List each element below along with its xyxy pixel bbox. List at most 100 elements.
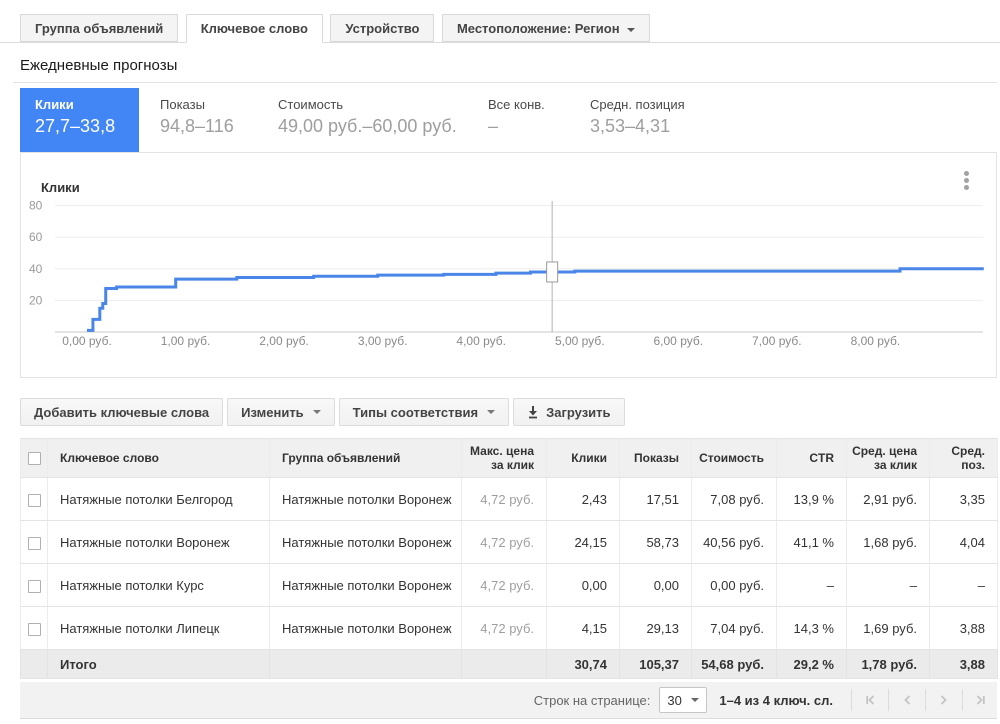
tab-keyword[interactable]: Ключевое слово (185, 14, 323, 43)
metric-clicks[interactable]: Клики 27,7–33,8 (20, 88, 139, 152)
row-checkbox[interactable] (27, 579, 41, 593)
metric-cost[interactable]: Стоимость 49,00 руб.–60,00 руб. (278, 88, 488, 152)
rows-per-page-select[interactable]: 30 (659, 687, 708, 713)
last-page-button[interactable] (971, 691, 991, 709)
rows-per-page-value: 30 (667, 692, 682, 708)
avg-cpc-cell: 2,91 руб. (846, 477, 930, 521)
pager-divider (888, 689, 889, 711)
metric-conversions[interactable]: Все конв. – (488, 88, 590, 152)
previous-page-button[interactable] (897, 691, 917, 709)
cost-cell: 0,00 руб. (691, 563, 777, 607)
avg-pos-cell: 3,35 (929, 477, 998, 521)
metric-clicks-label: Клики (35, 97, 74, 112)
metric-cost-value: 49,00 руб.–60,00 руб. (278, 116, 457, 136)
svg-text:8,00 руб.: 8,00 руб. (851, 334, 901, 348)
clicks-forecast-chart: 20 40 60 80 0,00 руб. 1,00 руб. 2,00 руб. 3,00 … (20, 152, 997, 378)
avg-cpc-cell: 1,68 руб. (846, 520, 930, 564)
total-ctr: 29,2 % (776, 649, 847, 679)
col-cost[interactable]: Стоимость (691, 438, 777, 478)
chevron-down-icon (626, 27, 635, 32)
add-keywords-button[interactable]: Добавить ключевые слова (20, 398, 224, 426)
total-clicks: 30,74 (546, 649, 620, 679)
total-label: Итого (47, 649, 270, 679)
table-total-row: Итого 30,74 105,37 54,68 руб. 29,2 % 1,7… (20, 649, 998, 679)
match-types-label: Типы соответствия (352, 404, 479, 420)
col-avg-cpc[interactable]: Сред. цена за клик (846, 438, 930, 478)
avg-cpc-cell: – (846, 563, 930, 607)
table-row: Натяжные потолки Белгород Натяжные потол… (20, 477, 998, 521)
keyword-cell: Натяжные потолки Белгород (47, 477, 270, 521)
ad-group-cell: Натяжные потолки Воронеж (269, 477, 462, 521)
col-max-cpc[interactable]: Макс. цена за клик (461, 438, 547, 478)
svg-text:20: 20 (29, 293, 43, 307)
col-ctr[interactable]: CTR (776, 438, 847, 478)
svg-text:6,00 руб.: 6,00 руб. (654, 334, 704, 348)
avg-pos-cell: – (929, 563, 998, 607)
svg-text:5,00 руб.: 5,00 руб. (555, 334, 605, 348)
metric-impressions[interactable]: Показы 94,8–116 (139, 88, 278, 152)
next-page-icon (940, 695, 947, 705)
next-page-button[interactable] (934, 691, 954, 709)
cost-cell: 7,08 руб. (691, 477, 777, 521)
max-cpc-cell[interactable]: 4,72 руб. (461, 606, 547, 650)
ad-group-cell: Натяжные потолки Воронеж (269, 606, 462, 650)
svg-text:7,00 руб.: 7,00 руб. (752, 334, 802, 348)
download-label: Загрузить (546, 404, 611, 420)
metric-avg-position-label: Средн. позиция (590, 97, 685, 112)
table-footer: Строк на странице: 30 1–4 из 4 ключ. сл. (20, 682, 997, 719)
bid-slider-handle[interactable] (546, 261, 559, 283)
metric-avg-position-value: 3,53–4,31 (590, 116, 671, 136)
max-cpc-cell[interactable]: 4,72 руб. (461, 477, 547, 521)
svg-text:40: 40 (29, 262, 43, 276)
pager-divider (925, 689, 926, 711)
row-checkbox[interactable] (27, 536, 41, 550)
clicks-step-line (87, 267, 984, 332)
tab-ad-group[interactable]: Группа объявлений (20, 14, 179, 42)
keyword-cell: Натяжные потолки Липецк (47, 606, 270, 650)
max-cpc-cell[interactable]: 4,72 руб. (461, 520, 547, 564)
pagination-range-text: 1–4 из 4 ключ. сл. (719, 692, 833, 708)
col-impressions[interactable]: Показы (619, 438, 692, 478)
tab-location[interactable]: Местоположение: Регион (441, 14, 650, 42)
impressions-cell: 29,13 (619, 606, 692, 650)
svg-text:0,00 руб.: 0,00 руб. (62, 334, 112, 348)
col-keyword[interactable]: Ключевое слово (47, 438, 270, 478)
chevron-down-icon (487, 410, 496, 414)
ad-group-cell: Натяжные потолки Воронеж (269, 520, 462, 564)
row-checkbox[interactable] (27, 622, 41, 636)
chart-title: Клики (41, 180, 80, 195)
forecast-metrics-panel: Клики 27,7–33,8 Показы 94,8–116 Стоимост… (13, 82, 997, 152)
edit-label: Изменить (241, 404, 304, 420)
edit-button[interactable]: Изменить (227, 398, 335, 426)
first-page-button[interactable] (860, 691, 880, 709)
cost-cell: 40,56 руб. (691, 520, 777, 564)
svg-text:3,00 руб.: 3,00 руб. (358, 334, 408, 348)
col-avg-pos[interactable]: Сред. поз. (929, 438, 998, 478)
clicks-cell: 24,15 (546, 520, 620, 564)
tab-device[interactable]: Устройство (330, 14, 435, 42)
download-button[interactable]: Загрузить (513, 398, 625, 426)
cost-cell: 7,04 руб. (691, 606, 777, 650)
metric-conversions-value: – (488, 116, 499, 136)
svg-text:60: 60 (29, 230, 43, 244)
metric-conversions-label: Все конв. (488, 97, 545, 112)
metric-impressions-value: 94,8–116 (160, 116, 234, 136)
ad-group-cell: Натяжные потолки Воронеж (269, 563, 462, 607)
total-cost: 54,68 руб. (691, 649, 777, 679)
tabbar-divider (0, 42, 1000, 43)
first-page-icon (866, 695, 875, 705)
max-cpc-cell[interactable]: 4,72 руб. (461, 563, 547, 607)
impressions-cell: 17,51 (619, 477, 692, 521)
row-checkbox[interactable] (27, 493, 41, 507)
pagination-controls (843, 689, 991, 711)
impressions-cell: 0,00 (619, 563, 692, 607)
select-all-checkbox[interactable] (27, 452, 41, 466)
col-clicks[interactable]: Клики (546, 438, 620, 478)
metric-avg-position[interactable]: Средн. позиция 3,53–4,31 (590, 88, 790, 152)
ctr-cell: – (776, 563, 847, 607)
col-ad-group[interactable]: Группа объявлений (269, 438, 462, 478)
chevron-down-icon (691, 698, 700, 702)
match-types-button[interactable]: Типы соответствия (338, 398, 510, 426)
kebab-menu-icon[interactable] (960, 171, 972, 192)
chart-canvas: 20 40 60 80 0,00 руб. 1,00 руб. 2,00 руб. 3,00 … (29, 199, 984, 348)
